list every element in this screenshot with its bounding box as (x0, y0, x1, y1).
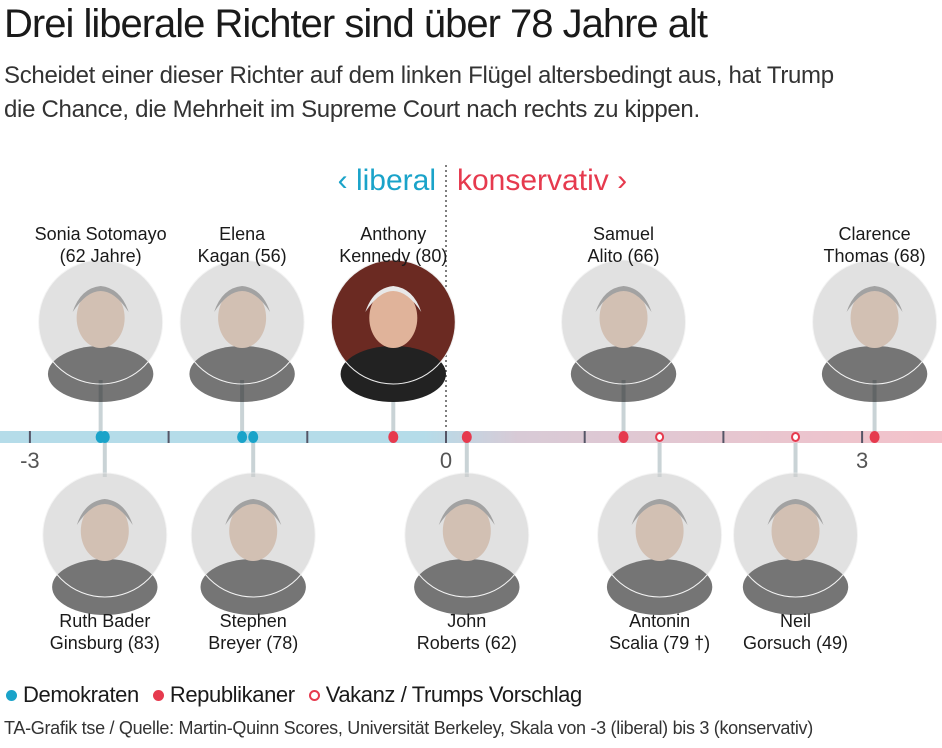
justice-name-label: Elena (219, 224, 266, 244)
justice-name-label: Alito (66) (588, 246, 660, 266)
legend-marker-democrats (6, 689, 17, 701)
photo-face (850, 288, 899, 348)
justice-photo-7 (597, 472, 723, 615)
subtitle-line-1: Scheidet einer dieser Richter auf dem li… (4, 62, 834, 89)
tick-label: 3 (856, 448, 868, 473)
photo-frame (812, 259, 938, 385)
data-point (388, 431, 399, 443)
justice-photo-3 (190, 472, 316, 615)
photo-face (76, 288, 125, 348)
photo-robe (821, 346, 928, 402)
justice-name-label: (62 Jahre) (60, 246, 142, 266)
photo-face (442, 501, 491, 561)
legend-label-democrats: Demokraten (23, 682, 139, 707)
tick-label: 0 (440, 448, 452, 473)
photo-hair (438, 499, 495, 525)
photo-hair (76, 499, 133, 525)
justice-name-label: Sonia Sotomayo (35, 224, 167, 244)
data-point-open (791, 432, 801, 442)
photo-hair (767, 499, 824, 525)
scale-chart: ‹ liberal konservativ › Sonia Sotomayo(62 … (0, 164, 942, 653)
justice-name-label: Ruth Bader (59, 611, 150, 631)
photo-face (635, 501, 684, 561)
justice-name-label: Antonin (629, 611, 690, 631)
justice-photo-0 (38, 259, 164, 402)
justice-photo-5 (404, 472, 530, 615)
photo-face (218, 288, 267, 348)
source-note: TA-Grafik tse / Quelle: Martin-Quinn Sco… (4, 718, 813, 738)
justice-photo-1 (42, 472, 168, 615)
data-point (869, 431, 880, 443)
photo-robe (742, 559, 849, 615)
justice-name-label: Breyer (78) (208, 633, 298, 653)
justice-photo-9 (812, 259, 938, 402)
photo-frame (38, 259, 164, 385)
justice-name-label: Neil (780, 611, 811, 631)
legend-label-vacancy: Vakanz / Trumps Vorschlag (325, 682, 583, 707)
justice-name-label: Kennedy (80) (339, 246, 447, 266)
photo-frame (597, 472, 723, 598)
justice-name-label: Ginsburg (83) (50, 633, 160, 653)
photo-frame (561, 259, 687, 385)
photo-frame (733, 472, 859, 598)
photo-frame (404, 472, 530, 598)
chart-title: Drei liberale Richter sind über 78 Jahre… (4, 2, 708, 46)
photo-robe (47, 346, 154, 402)
photo-frame (330, 259, 456, 385)
justice-photo-6 (561, 259, 687, 402)
justice-name-label: Thomas (68) (824, 246, 926, 266)
justice-name-label: Kagan (56) (198, 246, 287, 266)
photo-robe (606, 559, 713, 615)
legend-marker-vacancy (308, 689, 320, 701)
photo-robe (52, 559, 158, 615)
justice-name-label: Clarence (839, 224, 911, 244)
justice-name-label: Anthony (360, 224, 426, 244)
photo-frame (179, 259, 305, 385)
photo-hair (225, 499, 282, 525)
photo-hair (631, 499, 688, 525)
photo-face (771, 501, 820, 561)
photo-hair (595, 286, 652, 312)
side-label-liberal: ‹ liberal (338, 164, 436, 197)
photo-hair (846, 286, 903, 312)
photo-robe (414, 559, 520, 615)
photo-face (80, 501, 129, 561)
justice-name-label: Stephen (220, 611, 287, 631)
justice-photo-2 (179, 259, 305, 402)
data-point (618, 431, 629, 443)
data-point (461, 431, 472, 443)
photo-hair (214, 286, 271, 312)
photo-robe (200, 559, 306, 615)
side-label-conservative: konservativ › (457, 164, 627, 197)
photo-face (369, 288, 418, 348)
photo-frame (190, 472, 316, 598)
photo-robe (570, 346, 677, 402)
photo-face (599, 288, 648, 348)
photo-robe (189, 346, 295, 402)
photo-hair (72, 286, 129, 312)
justice-name-label: Roberts (62) (417, 633, 517, 653)
justice-photo-4 (330, 259, 456, 402)
justice-name-label: Scalia (79 †) (609, 633, 710, 653)
data-point-open (655, 432, 665, 442)
justice-name-label: Samuel (593, 224, 654, 244)
justice-photo-8 (733, 472, 859, 615)
photo-hair (365, 286, 422, 312)
legend: Demokraten Republikaner Vakanz / Trumps … (6, 682, 582, 708)
photo-frame (42, 472, 168, 598)
data-point (237, 431, 248, 443)
justice-name-label: John (447, 611, 486, 631)
subtitle-line-2: die Chance, die Mehrheit im Supreme Cour… (4, 96, 700, 123)
justice-name-label: Gorsuch (49) (743, 633, 848, 653)
photo-robe (340, 346, 446, 402)
data-point (99, 431, 110, 443)
legend-marker-republicans (152, 689, 164, 701)
legend-label-republicans: Republikaner (169, 682, 295, 707)
data-point (248, 431, 259, 443)
tick-label: -3 (20, 448, 40, 473)
photo-face (229, 501, 278, 561)
